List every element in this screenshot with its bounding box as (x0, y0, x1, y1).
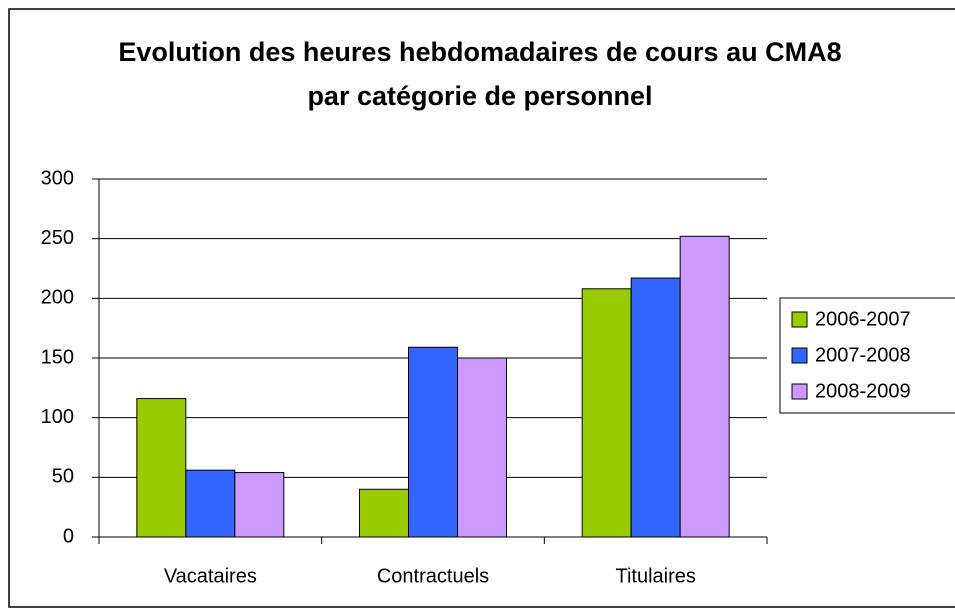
bar (359, 488, 409, 538)
bar (136, 398, 187, 538)
legend-swatch (791, 347, 808, 364)
legend-swatch (791, 383, 808, 400)
bar (408, 346, 458, 538)
legend-label: 2007-2008 (815, 344, 911, 366)
legend-label: 2006-2007 (815, 308, 911, 330)
bar (679, 235, 730, 538)
y-tick-label: 200 (41, 287, 74, 309)
y-tick-label: 250 (41, 227, 74, 249)
y-tick-label: 150 (41, 346, 74, 368)
bar (234, 472, 285, 538)
bar (581, 288, 632, 538)
chart-title: Evolution des heures hebdomadaires de co… (118, 37, 842, 111)
x-tick-label: Contractuels (377, 565, 489, 587)
legend-box (779, 297, 955, 414)
bar (457, 357, 507, 538)
y-tick-label: 0 (63, 525, 74, 547)
x-tick-label: Vacataires (164, 565, 257, 587)
y-tick-label: 50 (52, 466, 74, 488)
x-tick-label: Titulaires (615, 565, 695, 587)
y-tick-label: 100 (41, 406, 74, 428)
bar (630, 277, 681, 538)
bar (185, 469, 236, 538)
y-tick-label: 300 (41, 167, 74, 189)
legend-swatch (791, 311, 808, 328)
legend-label: 2008-2009 (815, 380, 911, 402)
